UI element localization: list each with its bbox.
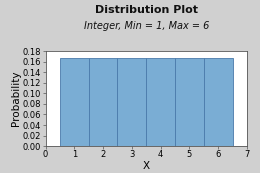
Text: Integer, Min = 1, Max = 6: Integer, Min = 1, Max = 6: [83, 21, 209, 31]
Bar: [175, 58, 204, 146]
Bar: [118, 58, 146, 146]
Y-axis label: Probability: Probability: [11, 71, 21, 126]
Bar: [60, 58, 89, 146]
Bar: [89, 58, 118, 146]
Bar: [146, 58, 175, 146]
Title: Distribution Plot
Integer, Min = 1, Max = 6: Distribution Plot Integer, Min = 1, Max …: [0, 172, 1, 173]
Text: Distribution Plot: Distribution Plot: [95, 5, 198, 15]
Bar: [204, 58, 233, 146]
X-axis label: X: X: [143, 161, 150, 171]
